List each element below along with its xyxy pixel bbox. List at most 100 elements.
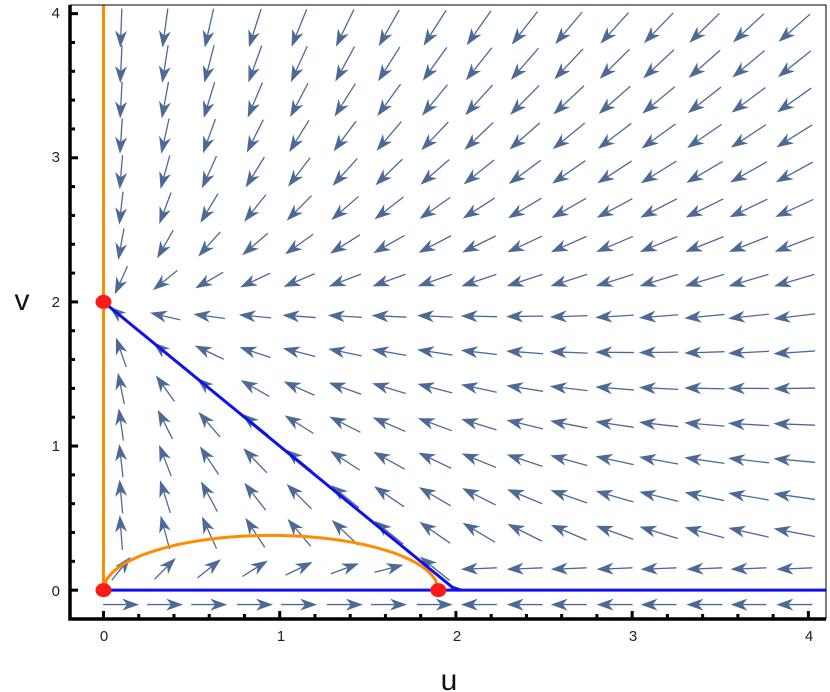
vector-arrow-shaft — [648, 567, 677, 570]
vector-arrow-head — [283, 274, 302, 287]
vector-arrow-shaft — [604, 48, 630, 74]
vector-arrow-head — [373, 239, 392, 254]
vector-arrow-shaft — [468, 315, 498, 318]
vector-arrow-head — [507, 204, 526, 219]
vector-arrow-head — [115, 207, 128, 225]
vector-arrow-shaft — [249, 156, 265, 181]
vector-arrow-shaft — [558, 85, 585, 110]
equilibrium-point — [430, 583, 447, 598]
vector-arrow-shaft — [784, 567, 813, 570]
vector-arrow-shaft — [246, 349, 271, 359]
vector-arrow-head — [506, 382, 524, 395]
vector-arrow-head — [115, 515, 128, 533]
vector-arrow-head — [506, 562, 524, 575]
vector-arrow-head — [245, 517, 260, 536]
vector-arrow-shaft — [648, 86, 676, 109]
vector-arrow-shaft — [604, 567, 633, 570]
vector-arrow-head — [549, 382, 568, 395]
vector-arrow-shaft — [162, 45, 169, 76]
vector-arrow-shaft — [603, 160, 633, 180]
vector-arrow-head — [553, 98, 570, 115]
vector-arrow-shaft — [162, 8, 169, 40]
vector-arrow-shaft — [557, 492, 588, 504]
vector-arrow-head — [550, 562, 568, 575]
vector-arrow-shaft — [646, 235, 678, 250]
vector-arrow-shaft — [783, 50, 812, 73]
vector-arrow-shaft — [469, 526, 496, 543]
vector-arrow-head — [372, 417, 391, 430]
vector-arrow-shaft — [603, 386, 634, 391]
vector-arrow-head — [331, 519, 349, 537]
vector-arrow-head — [506, 418, 525, 430]
vector-arrow-shaft — [781, 423, 816, 426]
vector-arrow-head — [684, 275, 703, 288]
vector-arrow-head — [331, 204, 349, 221]
vector-arrow-head — [210, 598, 228, 611]
vector-arrow-shaft — [379, 350, 407, 357]
vector-arrow-shaft — [201, 348, 224, 360]
vector-arrow-head — [595, 418, 614, 430]
vector-arrow-head — [731, 97, 749, 113]
vector-arrow-shaft — [426, 46, 448, 75]
vector-arrow-shaft — [469, 159, 495, 180]
vector-arrow-head — [286, 484, 303, 501]
vector-arrow-head — [684, 382, 702, 395]
y-tick-label: 1 — [52, 438, 60, 455]
vector-arrow-head — [550, 239, 569, 253]
vector-arrow-head — [688, 62, 706, 78]
vector-arrow-head — [239, 346, 258, 359]
vector-arrow-head — [115, 372, 128, 391]
vector-arrow-head — [684, 489, 703, 502]
vector-arrow-head — [510, 63, 527, 80]
vector-arrow-shaft — [119, 416, 125, 441]
vector-arrow-head — [158, 100, 171, 119]
vector-arrow-head — [328, 274, 347, 287]
vector-arrow-shaft — [603, 235, 634, 250]
vector-arrow-head — [773, 310, 792, 323]
vector-arrow-head — [639, 275, 658, 287]
vector-arrow-head — [686, 598, 704, 611]
vector-arrow-head — [550, 275, 569, 287]
vector-arrow-shaft — [380, 196, 404, 216]
vector-arrow-head — [287, 518, 304, 536]
vector-arrow-shaft — [738, 13, 765, 38]
vector-arrow-head — [282, 346, 301, 359]
y-tick-label: 0 — [52, 583, 60, 600]
vector-arrow-head — [728, 240, 747, 252]
vector-arrow-head — [202, 100, 215, 119]
vector-arrow-shaft — [603, 273, 634, 285]
vector-arrow-shaft — [205, 8, 215, 40]
vector-arrow-head — [418, 239, 437, 253]
vector-arrow-shaft — [204, 523, 218, 549]
vector-arrow-head — [465, 63, 482, 81]
vector-arrow-head — [596, 562, 614, 575]
vector-arrow-head — [460, 382, 479, 394]
vector-arrow-head — [773, 525, 792, 538]
vector-arrow-shaft — [336, 195, 359, 216]
vector-arrow-shaft — [119, 191, 124, 217]
vector-arrow-head — [510, 98, 527, 115]
vector-arrow-head — [555, 27, 571, 45]
vector-arrow-head — [289, 134, 304, 152]
vector-arrow-head — [246, 134, 260, 153]
vector-arrow-head — [202, 64, 215, 83]
vector-arrow-shaft — [559, 48, 584, 75]
vector-arrow-head — [600, 26, 617, 44]
vector-arrow-shaft — [646, 422, 679, 428]
vector-arrow-shaft — [557, 527, 587, 541]
vector-arrow-head — [595, 454, 614, 466]
vector-arrow-shaft — [336, 273, 362, 285]
vector-arrow-shaft — [783, 87, 812, 109]
vector-arrow-head — [203, 135, 215, 154]
vector-arrow-head — [597, 169, 615, 184]
vector-arrow-head — [373, 451, 392, 466]
vector-arrow-head — [422, 63, 438, 81]
vector-arrow-head — [418, 452, 437, 466]
vector-arrow-shaft — [515, 122, 541, 145]
vector-arrow-head — [685, 240, 704, 252]
vector-arrow-shaft — [692, 351, 725, 354]
vector-arrow-shaft — [603, 314, 634, 318]
vector-arrow-shaft — [646, 493, 679, 502]
vector-arrow-shaft — [470, 84, 493, 110]
vector-arrow-head — [157, 409, 171, 428]
